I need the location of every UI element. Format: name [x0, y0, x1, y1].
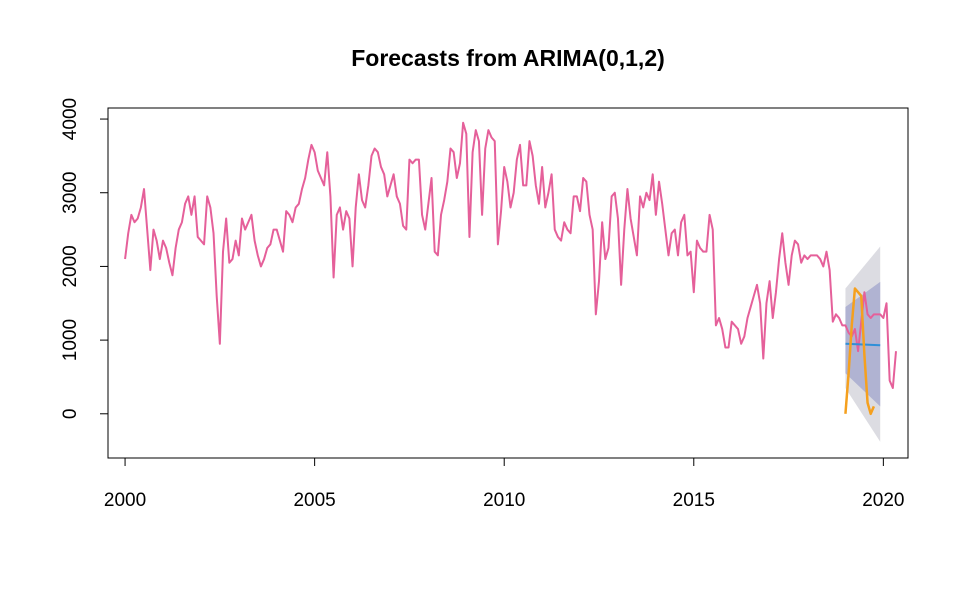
x-tick-label: 2020 — [862, 490, 904, 511]
x-tick-label: 2005 — [293, 490, 335, 511]
y-tick-label: 2000 — [60, 245, 81, 287]
plot-area — [124, 121, 897, 442]
y-tick-label: 3000 — [60, 172, 81, 214]
x-axis: 2000 2005 2010 2015 2020 — [104, 457, 904, 511]
y-tick-label: 0 — [60, 409, 81, 420]
x-tick-label: 2015 — [673, 490, 715, 511]
actual-series-line — [844, 287, 876, 416]
chart-title: Forecasts from ARIMA(0,1,2) — [351, 45, 665, 71]
x-tick-label: 2010 — [483, 490, 525, 511]
x-tick-label: 2000 — [104, 490, 146, 511]
history-series-line — [124, 121, 897, 389]
y-tick-label: 4000 — [60, 98, 81, 140]
y-axis: 0 1000 2000 3000 4000 — [60, 98, 109, 420]
y-tick-label: 1000 — [60, 319, 81, 361]
